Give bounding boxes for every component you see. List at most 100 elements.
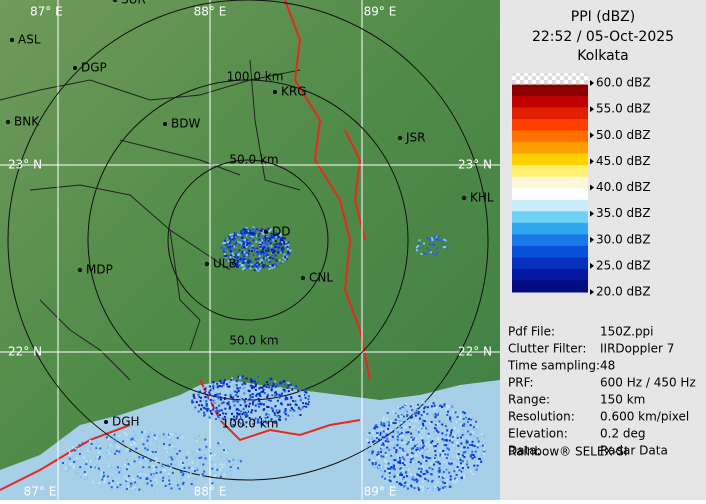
echo-pixel bbox=[252, 226, 255, 229]
echo-pixel bbox=[392, 470, 395, 473]
echo-pixel bbox=[297, 413, 300, 416]
echo-pixel bbox=[410, 444, 413, 447]
echo-pixel bbox=[249, 260, 252, 263]
info-value: 0.600 km/pixel bbox=[600, 410, 689, 424]
echo-pixel bbox=[411, 416, 414, 419]
echo-pixel bbox=[156, 460, 159, 463]
echo-pixel bbox=[250, 380, 253, 383]
echo-pixel bbox=[308, 401, 311, 404]
echo-pixel bbox=[390, 439, 393, 442]
echo-pixel bbox=[469, 433, 472, 436]
echo-pixel bbox=[258, 238, 261, 241]
echo-pixel bbox=[427, 448, 430, 451]
echo-pixel bbox=[437, 431, 440, 434]
echo-pixel bbox=[152, 473, 155, 476]
echo-pixel bbox=[202, 399, 205, 402]
echo-pixel bbox=[466, 449, 469, 452]
echo-pixel bbox=[299, 399, 302, 402]
echo-pixel bbox=[95, 446, 98, 449]
echo-pixel bbox=[130, 438, 133, 441]
echo-pixel bbox=[114, 443, 117, 446]
echo-pixel bbox=[414, 437, 417, 440]
echo-pixel bbox=[262, 238, 265, 241]
echo-pixel bbox=[76, 472, 79, 475]
echo-pixel bbox=[443, 404, 446, 407]
echo-pixel bbox=[64, 467, 67, 470]
echo-pixel bbox=[98, 481, 101, 484]
echo-pixel bbox=[450, 457, 453, 460]
echo-pixel bbox=[192, 395, 195, 398]
echo-pixel bbox=[218, 404, 221, 407]
echo-pixel bbox=[133, 460, 136, 463]
echo-pixel bbox=[417, 431, 420, 434]
echo-pixel bbox=[247, 260, 250, 263]
echo-pixel bbox=[394, 423, 397, 426]
echo-pixel bbox=[147, 435, 150, 438]
echo-pixel bbox=[179, 433, 182, 436]
echo-pixel bbox=[400, 473, 403, 476]
echo-pixel bbox=[410, 447, 413, 450]
echo-pixel bbox=[132, 479, 135, 482]
echo-pixel bbox=[168, 479, 171, 482]
echo-pixel bbox=[402, 476, 405, 479]
echo-pixel bbox=[144, 457, 147, 460]
echo-pixel bbox=[211, 454, 214, 457]
echo-pixel bbox=[397, 424, 400, 427]
scale-band bbox=[512, 165, 588, 178]
echo-pixel bbox=[242, 264, 245, 267]
echo-pixel bbox=[231, 245, 234, 248]
echo-pixel bbox=[459, 462, 462, 465]
echo-pixel bbox=[283, 409, 286, 412]
echo-pixel bbox=[229, 470, 232, 473]
echo-pixel bbox=[404, 463, 407, 466]
echo-pixel bbox=[258, 393, 261, 396]
echo-pixel bbox=[274, 246, 277, 249]
echo-pixel bbox=[279, 241, 282, 244]
city-label: MDP bbox=[86, 263, 113, 277]
echo-pixel bbox=[242, 235, 245, 238]
echo-pixel bbox=[449, 485, 452, 488]
echo-pixel bbox=[395, 451, 398, 454]
scale-arrow bbox=[590, 132, 594, 139]
echo-pixel bbox=[226, 411, 229, 414]
echo-pixel bbox=[253, 386, 256, 389]
echo-pixel bbox=[281, 249, 284, 252]
echo-pixel bbox=[131, 477, 134, 480]
echo-pixel bbox=[423, 420, 426, 423]
echo-pixel bbox=[227, 246, 230, 249]
echo-pixel bbox=[384, 477, 387, 480]
echo-pixel bbox=[383, 423, 386, 426]
echo-pixel bbox=[247, 234, 250, 237]
echo-pixel bbox=[264, 251, 267, 254]
echo-pixel bbox=[439, 239, 442, 242]
scale-band bbox=[512, 84, 588, 97]
echo-pixel bbox=[286, 397, 289, 400]
echo-pixel bbox=[204, 448, 207, 451]
echo-pixel bbox=[456, 455, 459, 458]
echo-pixel bbox=[434, 416, 437, 419]
echo-pixel bbox=[95, 445, 98, 448]
echo-pixel bbox=[170, 487, 173, 490]
echo-pixel bbox=[278, 396, 281, 399]
echo-pixel bbox=[423, 458, 426, 461]
echo-pixel bbox=[403, 458, 406, 461]
echo-pixel bbox=[446, 447, 449, 450]
echo-pixel bbox=[242, 259, 245, 262]
echo-pixel bbox=[258, 244, 261, 247]
echo-pixel bbox=[110, 482, 113, 485]
echo-pixel bbox=[429, 444, 432, 447]
echo-pixel bbox=[235, 241, 238, 244]
echo-pixel bbox=[270, 254, 273, 257]
echo-pixel bbox=[421, 481, 424, 484]
echo-pixel bbox=[419, 462, 422, 465]
echo-pixel bbox=[386, 437, 389, 440]
echo-pixel bbox=[445, 482, 448, 485]
echo-pixel bbox=[305, 402, 308, 405]
echo-pixel bbox=[463, 424, 466, 427]
echo-pixel bbox=[476, 446, 479, 449]
echo-pixel bbox=[264, 256, 267, 259]
echo-pixel bbox=[225, 246, 228, 249]
echo-pixel bbox=[179, 461, 182, 464]
echo-pixel bbox=[176, 436, 179, 439]
echo-pixel bbox=[258, 230, 261, 233]
